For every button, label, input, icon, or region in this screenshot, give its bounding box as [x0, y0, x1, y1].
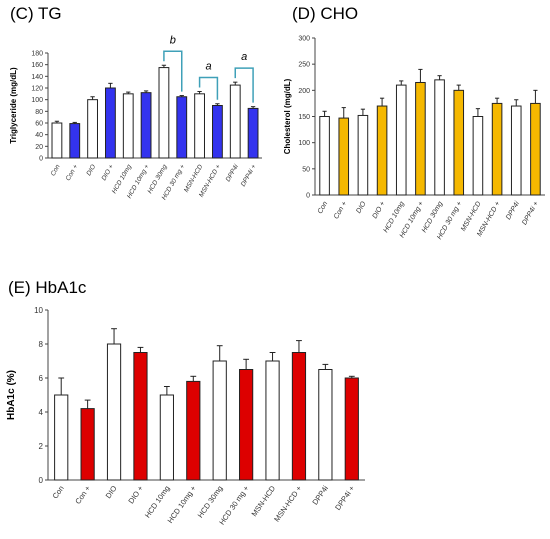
chart-hba1c: 0 2 4 6 8 10 HbA1c (%) Con Con + DIO DIO +HCD 10mg… — [6, 306, 365, 527]
significance-bracket — [163, 50, 183, 92]
x-tick-label: HCD 10mg — [143, 484, 172, 520]
bar-control — [212, 360, 227, 481]
y-tick-label: 40 — [35, 132, 43, 139]
significance-bracket — [198, 76, 219, 100]
significance-label: b — [170, 34, 176, 46]
bar-control — [229, 84, 241, 159]
x-tick-label: MSN-HCD — [249, 484, 277, 519]
chart-tg: 0 20 40 60 80 100 120 140 160 180 Triglyceride (mg… — [9, 34, 262, 201]
y-tick-label: 10 — [34, 306, 43, 315]
y-tick-label: 50 — [302, 166, 310, 173]
y-tick-label: 20 — [35, 144, 43, 151]
y-axis-label: HbA1c (%) — [6, 370, 17, 420]
y-tick-label: 120 — [31, 85, 43, 92]
bar-treated — [212, 105, 223, 159]
bar-control — [395, 84, 407, 196]
bar-control — [434, 79, 445, 196]
x-tick-label: DIO + — [101, 163, 116, 182]
x-tick-label: DIO + — [372, 201, 387, 221]
x-tick-label: Con + — [65, 163, 80, 182]
bar-treated — [133, 352, 148, 481]
bar-control — [54, 394, 69, 481]
y-tick-label: 0 — [39, 155, 43, 162]
bar-control — [319, 116, 330, 196]
x-tick-label: DIO — [355, 200, 368, 215]
bar-control — [318, 369, 333, 481]
bar-control — [194, 93, 205, 159]
y-axis-label: Triglyceride (mg/dL) — [9, 67, 18, 144]
bar-control — [472, 116, 484, 196]
panel-title-tg: (C) TG — [10, 4, 62, 23]
bar-treated — [69, 123, 81, 159]
y-tick-label: 100 — [31, 97, 43, 104]
bar-treated — [247, 107, 259, 159]
y-tick-label: 0 — [306, 192, 310, 199]
bar-control — [159, 394, 174, 481]
bar-control — [106, 343, 122, 481]
y-tick-label: 180 — [31, 50, 43, 57]
bar-control — [158, 67, 170, 159]
bar-treated — [80, 408, 95, 481]
x-tick-label: DPP4i + — [240, 163, 258, 187]
y-tick-label: 200 — [298, 88, 310, 95]
bar-treated — [530, 102, 541, 196]
y-tick-label: 6 — [39, 374, 44, 383]
x-tick-label: DPP4i — [505, 200, 521, 221]
bar-treated — [453, 89, 465, 196]
y-tick-label: 140 — [31, 74, 43, 81]
panel-hba1c: (E) HbA1c 0 2 4 6 8 10 HbA1c (%) Con Con + DIO DIO… — [0, 270, 550, 539]
bar-treated — [140, 92, 152, 159]
x-tick-label: DPP4i + — [333, 483, 357, 511]
y-tick-label: 60 — [35, 120, 43, 127]
bar-treated — [186, 380, 201, 481]
bar-control — [510, 105, 522, 196]
y-tick-label: 150 — [298, 114, 310, 121]
x-tick-label: Con — [317, 200, 330, 215]
bar-control — [122, 93, 134, 159]
bar-treated — [176, 96, 188, 159]
bar-control — [265, 360, 280, 481]
bar-treated — [376, 105, 388, 196]
x-tick-label: DIO — [85, 164, 97, 178]
panel-tg: (C) TG 0 20 40 60 80 100 120 140 160 180 Triglycer… — [0, 0, 270, 260]
x-tick-label: Con — [50, 163, 62, 177]
x-tick-label: DPP4i + — [521, 201, 540, 227]
bar-treated — [239, 369, 254, 481]
bar-treated — [338, 117, 350, 196]
y-tick-label: 4 — [39, 408, 44, 417]
panel-title-hba1c: (E) HbA1c — [8, 278, 87, 297]
y-tick-label: 160 — [31, 62, 43, 69]
x-tick-label: Con + — [73, 483, 92, 505]
x-tick-label: DIO — [104, 484, 119, 500]
bar-control — [357, 114, 369, 196]
y-axis-label: Cholesterol (mg/dL) — [283, 78, 292, 154]
x-tick-label: DPP4i — [225, 163, 241, 183]
y-tick-label: 0 — [39, 476, 44, 485]
bar-control — [51, 122, 63, 159]
y-tick-label: 80 — [35, 109, 43, 116]
bar-treated — [415, 81, 426, 196]
x-tick-label: DPP4i — [310, 484, 330, 507]
x-tick-label: DIO + — [126, 483, 145, 505]
bar-treated — [491, 102, 503, 196]
y-tick-label: 8 — [39, 340, 44, 349]
y-tick-label: 300 — [298, 35, 310, 42]
significance-label: a — [205, 61, 211, 73]
x-tick-label: Con + — [333, 201, 348, 221]
x-tick-label: HCD 30mg — [196, 484, 225, 520]
bar-treated — [105, 87, 116, 159]
y-tick-label: 100 — [298, 140, 310, 147]
bar-treated — [291, 352, 307, 481]
panel-title-cho: (D) CHO — [292, 4, 359, 23]
significance-label: a — [241, 51, 247, 63]
chart-cho: 0 50 100 150 200 250 300 Cholesterol (mg/dL) Con… — [283, 35, 545, 241]
y-tick-label: 250 — [298, 62, 310, 69]
x-tick-label: MSN-HCD + — [272, 483, 304, 523]
panel-cho: (D) CHO 0 50 100 150 200 250 300 Cholesterol (m… — [280, 0, 550, 260]
x-tick-label: Con — [51, 484, 66, 500]
bar-control — [87, 99, 98, 159]
y-tick-label: 2 — [39, 442, 44, 451]
significance-bracket — [234, 67, 254, 103]
bar-treated — [344, 377, 359, 481]
